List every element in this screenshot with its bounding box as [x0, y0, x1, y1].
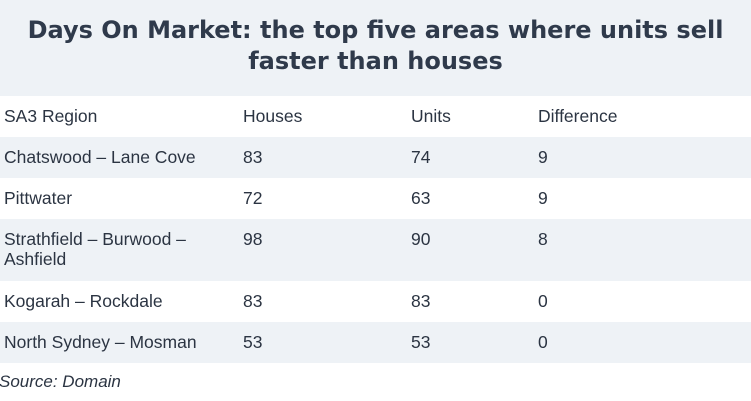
cell-region: North Sydney – Mosman — [4, 332, 197, 352]
header-row: SA3 Region Houses Units Difference — [0, 96, 751, 137]
table-row: North Sydney – Mosman 53 53 0 — [0, 322, 751, 363]
header-sa3-region: SA3 Region — [4, 106, 98, 126]
cell-units: 90 — [411, 229, 431, 249]
cell-units: 74 — [411, 147, 431, 167]
table-row: Chatswood – Lane Cove 83 74 9 — [0, 137, 751, 178]
cell-difference: 8 — [538, 229, 548, 249]
cell-difference: 9 — [538, 188, 548, 208]
cell-region: Pittwater — [4, 188, 73, 208]
cell-houses: 53 — [243, 332, 263, 352]
cell-region: Chatswood – Lane Cove — [4, 147, 196, 167]
table-row: Kogarah – Rockdale 83 83 0 — [0, 281, 751, 322]
table-row: Pittwater 72 63 9 — [0, 178, 751, 219]
cell-difference: 0 — [538, 291, 548, 311]
cell-houses: 72 — [243, 188, 263, 208]
cell-units: 53 — [411, 332, 431, 352]
table-row: Strathfield – Burwood – Ashfield 98 90 8 — [0, 219, 751, 281]
cell-difference: 0 — [538, 332, 548, 352]
header-houses: Houses — [243, 106, 303, 126]
cell-region: Kogarah – Rockdale — [4, 291, 163, 311]
cell-houses: 98 — [243, 229, 263, 249]
cell-houses: 83 — [243, 147, 263, 167]
header-difference: Difference — [538, 106, 618, 126]
days-on-market-table: SA3 Region Houses Units Difference Chats… — [0, 96, 751, 363]
cell-units: 63 — [411, 188, 431, 208]
cell-difference: 9 — [538, 147, 548, 167]
header-units: Units — [411, 106, 451, 126]
cell-houses: 83 — [243, 291, 263, 311]
source-note: Source: Domain — [0, 372, 121, 391]
cell-region: Strathfield – Burwood – Ashfield — [4, 229, 186, 269]
table-title: Days On Market: the top five areas where… — [0, 0, 751, 96]
cell-units: 83 — [411, 291, 431, 311]
